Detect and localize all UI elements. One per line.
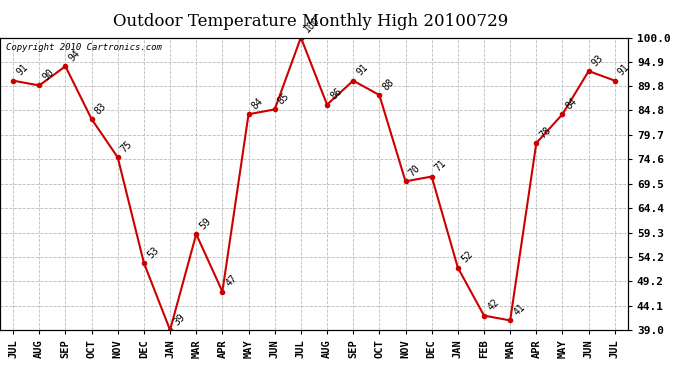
Text: 91: 91 — [355, 63, 370, 78]
Text: Outdoor Temperature Monthly High 20100729: Outdoor Temperature Monthly High 2010072… — [113, 13, 508, 30]
Text: 53: 53 — [146, 245, 161, 260]
Text: 85: 85 — [276, 91, 291, 106]
Text: Copyright 2010 Cartronics.com: Copyright 2010 Cartronics.com — [6, 44, 162, 52]
Text: 88: 88 — [381, 77, 396, 92]
Text: 52: 52 — [460, 249, 475, 265]
Text: 75: 75 — [119, 139, 135, 154]
Text: 93: 93 — [590, 53, 605, 68]
Text: 78: 78 — [538, 125, 553, 140]
Text: 83: 83 — [93, 101, 108, 116]
Text: 84: 84 — [564, 96, 580, 111]
Text: 70: 70 — [407, 163, 422, 178]
Text: 86: 86 — [328, 87, 344, 102]
Text: 41: 41 — [511, 302, 527, 318]
Text: 71: 71 — [433, 158, 448, 174]
Text: 42: 42 — [485, 297, 501, 313]
Text: 90: 90 — [41, 67, 56, 82]
Text: 94: 94 — [67, 48, 82, 63]
Text: 91: 91 — [14, 63, 30, 78]
Text: 84: 84 — [250, 96, 266, 111]
Text: 39: 39 — [171, 312, 187, 327]
Text: 100: 100 — [302, 15, 322, 35]
Text: 91: 91 — [616, 63, 631, 78]
Text: 47: 47 — [224, 273, 239, 289]
Text: 59: 59 — [197, 216, 213, 231]
